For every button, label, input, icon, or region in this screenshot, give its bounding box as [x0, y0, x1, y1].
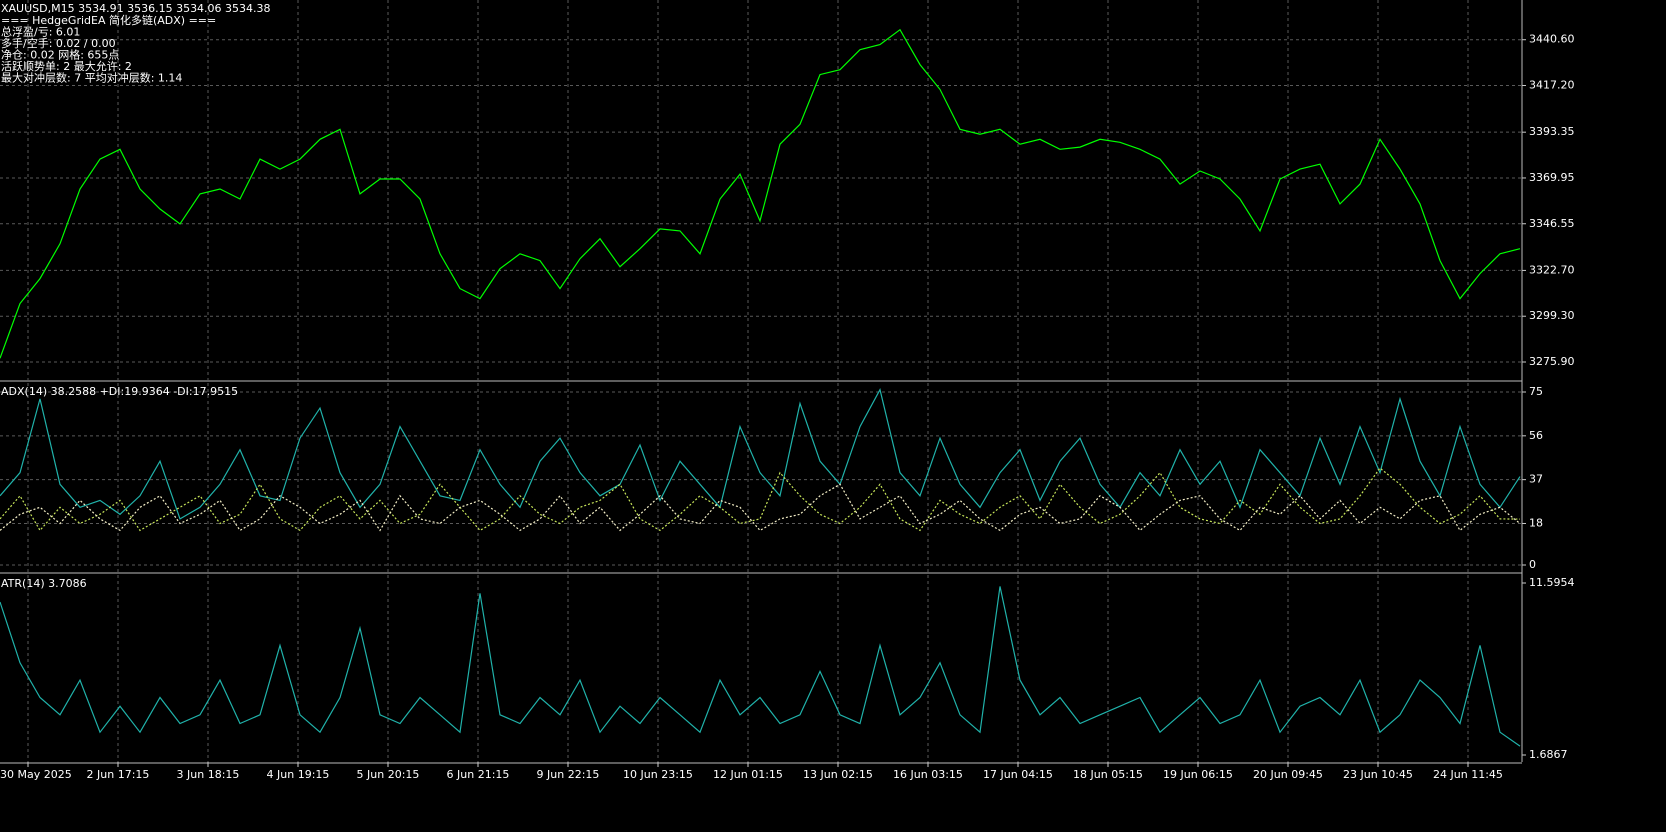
series-line: [0, 483, 1521, 532]
x-tick-label: 19 Jun 06:15: [1163, 768, 1233, 781]
series-line: [0, 28, 1521, 359]
y-tick-label: 11.5954: [1529, 576, 1575, 589]
x-tick-label: 18 Jun 05:15: [1073, 768, 1143, 781]
info-line: 净仓: 0.02 网格: 655点: [1, 48, 119, 62]
y-tick-label: 3322.70: [1529, 263, 1575, 276]
series-line: [0, 586, 1521, 747]
x-tick-label: 2 Jun 17:15: [87, 768, 150, 781]
x-tick-label: 16 Jun 03:15: [893, 768, 963, 781]
info-line: === HedgeGridEA 简化多链(ADX) ===: [1, 13, 216, 27]
y-tick-label: 3440.60: [1529, 33, 1575, 46]
x-tick-label: 5 Jun 20:15: [357, 768, 420, 781]
x-tick-label: 4 Jun 19:15: [267, 768, 330, 781]
x-tick-label: 6 Jun 21:15: [447, 768, 510, 781]
x-tick-label: 30 May 2025: [0, 768, 72, 781]
y-tick-label: 1.6867: [1529, 748, 1568, 761]
y-tick-label: 18: [1529, 516, 1543, 529]
x-tick-label: 13 Jun 02:15: [803, 768, 873, 781]
y-tick-label: 3393.35: [1529, 125, 1575, 138]
panel-title: ATR(14) 3.7086: [1, 577, 87, 590]
y-tick-label: 3275.90: [1529, 355, 1575, 368]
info-line: 总浮盈/亏: 6.01: [1, 25, 80, 39]
x-tick-label: 20 Jun 09:45: [1253, 768, 1323, 781]
y-tick-label: 3417.20: [1529, 79, 1575, 92]
x-tick-label: 23 Jun 10:45: [1343, 768, 1413, 781]
x-tick-label: 9 Jun 22:15: [537, 768, 600, 781]
y-tick-label: 0: [1529, 558, 1536, 571]
y-tick-label: 37: [1529, 473, 1543, 486]
info-line: 最大对冲层数: 7 平均对冲层数: 1.14: [1, 71, 182, 85]
y-tick-label: 56: [1529, 429, 1543, 442]
x-tick-label: 24 Jun 11:45: [1433, 768, 1503, 781]
panel-title: ADX(14) 38.2588 +DI:19.9364 -DI:17.9515: [1, 385, 238, 398]
x-tick-label: 12 Jun 01:15: [713, 768, 783, 781]
info-line: 多手/空手: 0.02 / 0.00: [1, 36, 116, 50]
x-tick-label: 10 Jun 23:15: [623, 768, 693, 781]
y-tick-label: 3346.55: [1529, 217, 1575, 230]
y-tick-label: 3369.95: [1529, 171, 1575, 184]
series-line: [0, 388, 1521, 520]
y-tick-label: 75: [1529, 385, 1543, 398]
info-line: 活跃顺势单: 2 最大允许: 2: [1, 59, 132, 73]
y-tick-label: 3299.30: [1529, 309, 1575, 322]
panel-title: XAUUSD,M15 3534.91 3536.15 3534.06 3534.…: [1, 2, 271, 15]
series-line: [0, 467, 1521, 532]
x-tick-label: 3 Jun 18:15: [177, 768, 240, 781]
x-tick-label: 17 Jun 04:15: [983, 768, 1053, 781]
